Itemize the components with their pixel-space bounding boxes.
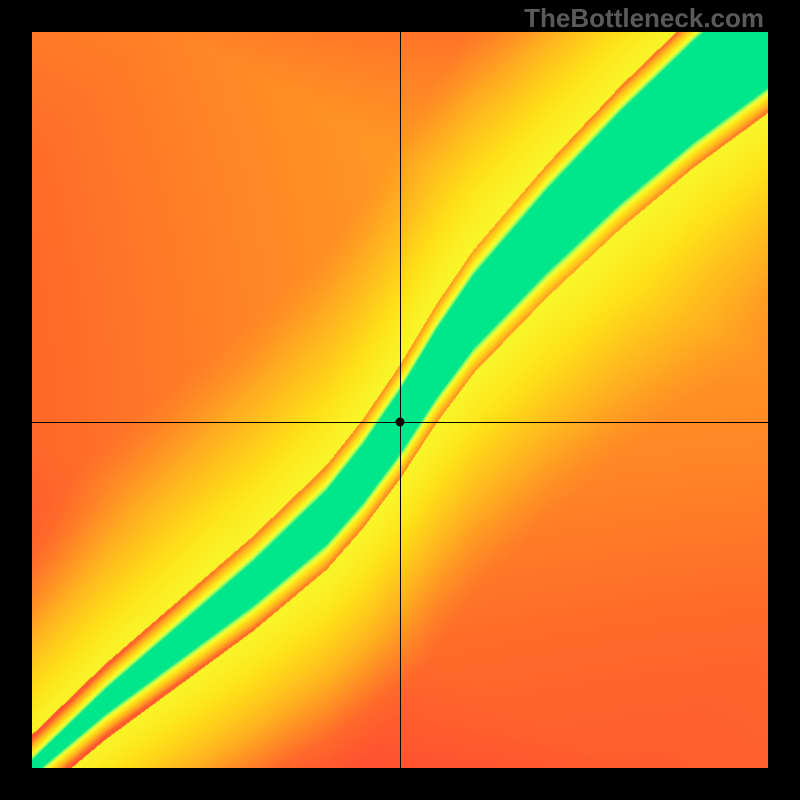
heatmap-area <box>32 32 768 768</box>
crosshair-vertical <box>400 32 401 768</box>
marker-dot <box>396 418 405 427</box>
watermark-text: TheBottleneck.com <box>524 3 764 34</box>
